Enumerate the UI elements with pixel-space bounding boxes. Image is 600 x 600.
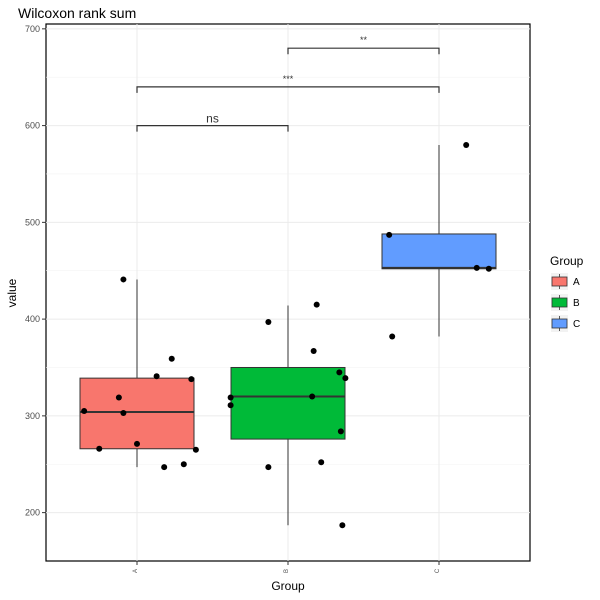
significance-bracket <box>136 86 440 93</box>
y-axis: 200 300 400 500 600 700 <box>25 24 46 518</box>
data-point <box>188 376 195 383</box>
legend-key-B <box>551 297 568 308</box>
points-layer <box>81 141 492 529</box>
significance-label: ** <box>360 35 368 45</box>
data-point <box>168 355 175 362</box>
data-point <box>81 408 88 415</box>
legend-label-C: C <box>573 319 580 330</box>
data-point <box>115 394 122 401</box>
box-C <box>381 233 497 270</box>
data-point <box>192 446 199 453</box>
data-point <box>153 373 160 380</box>
data-point <box>120 276 127 283</box>
significance-bracket <box>287 47 440 55</box>
data-point <box>463 141 470 148</box>
data-point <box>389 333 396 340</box>
chart-title: Wilcoxon rank sum <box>18 5 136 21</box>
y-tick-label: 700 <box>25 24 40 34</box>
legend-title: Group <box>550 254 584 268</box>
legend-label-A: A <box>573 277 580 288</box>
data-point <box>337 428 344 435</box>
data-point <box>386 231 393 238</box>
data-point <box>180 461 187 468</box>
y-tick-label: 500 <box>25 217 40 227</box>
x-axis-title: Group <box>271 579 305 593</box>
legend-key-A <box>551 276 568 287</box>
boxes-layer <box>79 144 497 526</box>
legend-key-C <box>551 318 568 329</box>
data-point <box>265 464 272 471</box>
data-point <box>318 459 325 466</box>
significance-bracket <box>136 124 289 132</box>
data-point <box>473 264 480 271</box>
data-point <box>227 402 234 409</box>
data-point <box>96 445 103 452</box>
significance-label: *** <box>283 74 294 84</box>
data-point <box>310 348 317 355</box>
x-tick-label: A <box>133 569 139 573</box>
y-tick-label: 400 <box>25 314 40 324</box>
comparisons-layer: ns***** <box>136 35 440 132</box>
y-tick-label: 600 <box>25 121 40 131</box>
x-tick-label: C <box>435 568 441 573</box>
data-point <box>336 369 343 376</box>
legend: Group ABC <box>550 254 584 332</box>
y-tick-label: 200 <box>25 508 40 518</box>
box-A <box>79 377 195 450</box>
data-point <box>339 522 346 529</box>
data-point <box>161 464 168 471</box>
legend-label-B: B <box>573 298 580 309</box>
data-point <box>309 393 316 400</box>
data-point <box>342 375 349 382</box>
x-axis: A B C <box>133 561 441 573</box>
data-point <box>227 394 234 401</box>
data-point <box>134 440 140 447</box>
y-axis-title: value <box>5 278 19 307</box>
data-point <box>485 265 492 272</box>
data-point <box>265 319 272 326</box>
data-point <box>313 301 320 308</box>
y-tick-label: 300 <box>25 411 40 421</box>
significance-label: ns <box>206 112 219 126</box>
data-point <box>120 409 127 416</box>
box-B <box>230 366 346 440</box>
x-tick-label: B <box>284 569 290 573</box>
